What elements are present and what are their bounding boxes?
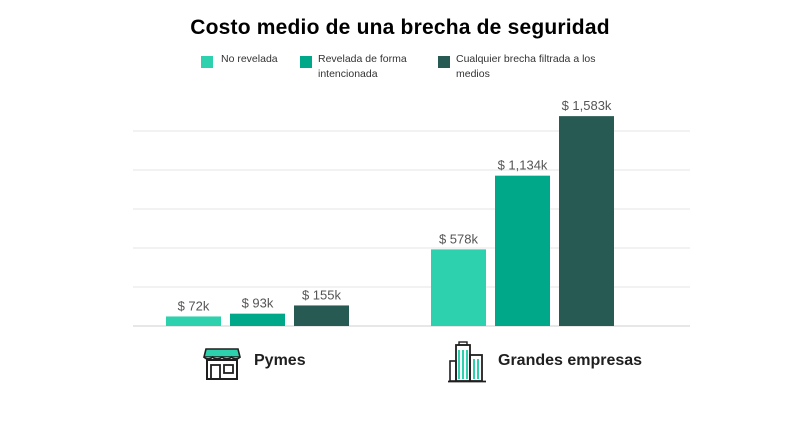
- legend-label-revelada: Revelada de forma intencionada: [318, 52, 407, 82]
- legend-label-medios: Cualquier brecha filtrada a los medios: [456, 52, 596, 82]
- legend-swatch-no-revelada: [201, 56, 213, 68]
- bar-grandes-1: [495, 175, 550, 326]
- legend-text-line: Revelada de forma: [318, 53, 407, 65]
- storefront-icon: [202, 347, 242, 386]
- bar-grandes-0: [431, 249, 486, 326]
- legend-swatch-medios: [438, 56, 450, 68]
- category-label-pymes: Pymes: [254, 352, 306, 369]
- bar-pymes-2: [294, 305, 349, 326]
- office-buildings-icon: [448, 341, 488, 388]
- legend-swatch-revelada: [300, 56, 312, 68]
- bar-value-label: $ 72k: [178, 298, 210, 313]
- legend-text-line: No revelada: [221, 53, 278, 65]
- bar-value-label: $ 155k: [302, 287, 342, 302]
- bar-value-label: $ 93k: [242, 296, 274, 311]
- bar-pymes-0: [166, 316, 221, 326]
- bar-value-label: $ 1,583k: [562, 98, 612, 113]
- category-label-grandes-empresas: Grandes empresas: [498, 352, 643, 369]
- legend-label-no-revelada: No revelada: [221, 52, 278, 67]
- bar-pymes-1: [230, 313, 285, 326]
- bar-value-label: $ 1,134k: [498, 158, 548, 173]
- legend-text-line: medios: [456, 68, 490, 80]
- chart-title: Costo medio de una brecha de seguridad: [190, 16, 610, 39]
- bar-grandes-2: [559, 116, 614, 326]
- legend-text-line: intencionada: [318, 68, 378, 80]
- legend-text-line: Cualquier brecha filtrada a los: [456, 53, 596, 65]
- bar-value-label: $ 578k: [439, 231, 479, 246]
